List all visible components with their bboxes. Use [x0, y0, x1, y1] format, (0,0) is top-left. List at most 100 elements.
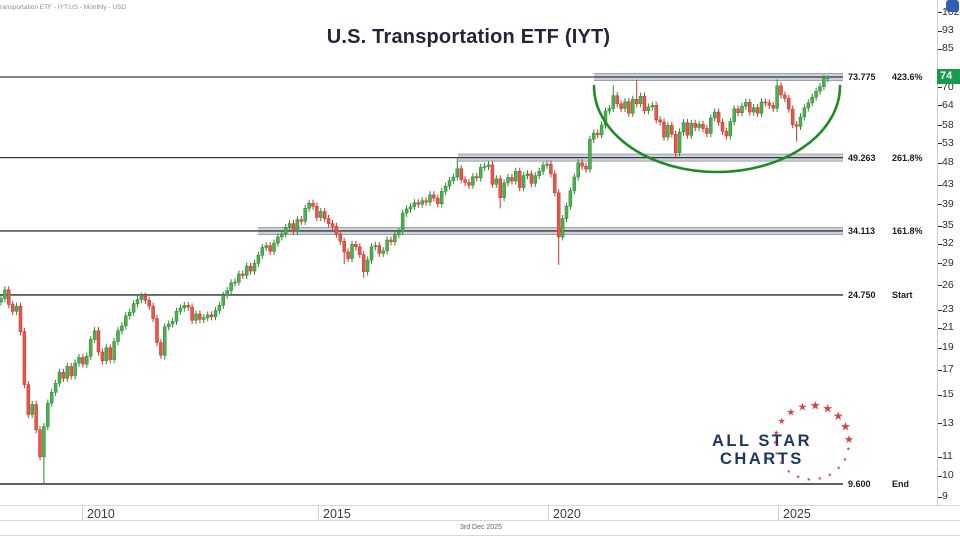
price-level-label: 24.750 Start: [848, 290, 913, 300]
level-tag: Start: [892, 289, 913, 300]
y-tick-label: 23: [942, 303, 954, 316]
x-axis[interactable]: 2010 2015 2020 2025: [0, 505, 960, 521]
svg-text:★: ★: [773, 440, 778, 446]
y-tick-mark: [938, 204, 942, 206]
y-tick-label: 29: [942, 256, 954, 269]
level-tag: 423.6%: [892, 72, 923, 82]
svg-text:★: ★: [773, 429, 779, 437]
y-tick-mark: [938, 285, 942, 287]
allstarcharts-logo: ALL STAR CHARTS ★ ★ ★ ★ ★ ★ ★ ★ ★ ★ ★ ★ …: [712, 400, 854, 483]
y-axis[interactable]: 1029385706458534843393532292623211917151…: [937, 0, 960, 505]
level-price: 34.113: [848, 225, 876, 236]
y-tick-mark: [938, 87, 942, 89]
level-price: 73.775: [848, 72, 876, 82]
logo-text: ALL STAR CHARTS: [712, 432, 812, 468]
y-tick-mark: [938, 327, 942, 329]
y-tick-mark: [938, 394, 942, 396]
y-tick-label: 11: [942, 450, 953, 463]
star-icon: ★ ★ ★ ★ ★ ★ ★ ★ ★ ★ ★ ★ ★ ★ ★ ★ ★ ★ ★ ★: [773, 400, 854, 483]
year-tick: [548, 506, 549, 521]
y-tick-label: 32: [942, 237, 954, 250]
y-tick-label: 17: [942, 363, 954, 376]
y-tick-mark: [938, 456, 942, 458]
year-label: 2020: [553, 507, 581, 521]
year-tick: [778, 506, 779, 521]
svg-text:★: ★: [779, 461, 784, 467]
price-level-label: 49.263 261.8%: [848, 153, 923, 163]
date-note: 3rd Dec 2025: [460, 524, 503, 531]
chart-plot[interactable]: [0, 0, 960, 505]
y-tick-label: 26: [942, 278, 954, 291]
y-tick-label: 43: [942, 178, 954, 191]
y-tick-mark: [938, 225, 942, 227]
price-level-label: 34.113 161.8%: [848, 226, 923, 236]
y-tick-label: 15: [942, 388, 954, 401]
level-price: 9.600: [848, 479, 871, 489]
svg-text:★: ★: [774, 451, 779, 457]
svg-text:★: ★: [843, 457, 848, 463]
y-tick-label: 93: [942, 24, 954, 37]
y-tick-label: 85: [942, 42, 954, 55]
y-tick-mark: [938, 12, 942, 14]
logo-line2: CHARTS: [720, 450, 804, 468]
y-tick-label: 39: [942, 197, 954, 210]
price-level-label: 9.600 End: [848, 479, 909, 489]
page-title: U.S. Transportation ETF (IYT): [326, 26, 611, 48]
svg-text:★: ★: [840, 420, 851, 434]
y-tick-label: 70: [942, 80, 954, 93]
svg-text:★: ★: [822, 402, 833, 416]
y-tick-mark: [938, 162, 942, 164]
y-tick-mark: [938, 184, 942, 186]
level-tag: 161.8%: [892, 225, 923, 236]
svg-text:★: ★: [817, 476, 822, 482]
y-tick-mark: [938, 143, 942, 144]
y-tick-mark: [938, 105, 942, 107]
year-label: 2010: [87, 507, 115, 521]
y-tick-mark: [938, 369, 942, 371]
year-label: 2025: [783, 507, 811, 521]
y-tick-label: 13: [942, 416, 954, 429]
level-tag: End: [892, 479, 909, 489]
svg-text:★: ★: [807, 477, 812, 483]
y-tick-label: 58: [942, 118, 954, 131]
y-tick-mark: [938, 423, 942, 425]
y-tick-label: 48: [942, 156, 954, 169]
year-tick: [82, 506, 83, 521]
last-price-tag: 74: [937, 69, 960, 85]
y-tick-mark: [938, 496, 942, 498]
blue-badge-icon[interactable]: [946, 0, 959, 12]
y-tick-mark: [938, 347, 942, 349]
svg-text:★: ★: [828, 472, 833, 478]
svg-text:★: ★: [836, 466, 841, 472]
svg-text:★: ★: [786, 469, 791, 475]
level-price: 49.263: [848, 152, 876, 163]
y-tick-label: 64: [942, 98, 954, 111]
svg-text:★: ★: [796, 474, 801, 480]
svg-text:★: ★: [810, 400, 821, 413]
y-tick-label: 53: [942, 136, 954, 149]
svg-text:★: ★: [833, 409, 844, 423]
year-label: 2015: [323, 507, 351, 521]
y-tick-label: 21: [942, 321, 954, 334]
y-tick-mark: [938, 475, 942, 477]
y-tick-mark: [938, 309, 942, 311]
svg-text:★: ★: [778, 416, 786, 426]
year-tick: [318, 506, 319, 521]
svg-text:★: ★: [844, 434, 854, 446]
y-tick-mark: [938, 30, 942, 32]
y-tick-mark: [938, 125, 942, 126]
chart-subtitle: ransportation ETF - IYT:US - Monthly - U…: [0, 4, 127, 11]
level-price: 24.750: [848, 289, 876, 300]
logo-line1: ALL STAR: [712, 432, 812, 450]
y-tick-label: 9: [942, 490, 948, 503]
price-level-label: 73.775 423.6%: [848, 72, 923, 82]
y-tick-mark: [938, 263, 942, 265]
y-tick-label: 19: [942, 341, 954, 354]
svg-text:★: ★: [846, 446, 851, 452]
y-tick-mark: [938, 48, 942, 50]
y-tick-label: 10: [942, 469, 954, 482]
y-tick-label: 35: [942, 219, 954, 232]
svg-text:★: ★: [797, 402, 807, 414]
level-tag: 261.8%: [892, 152, 923, 163]
